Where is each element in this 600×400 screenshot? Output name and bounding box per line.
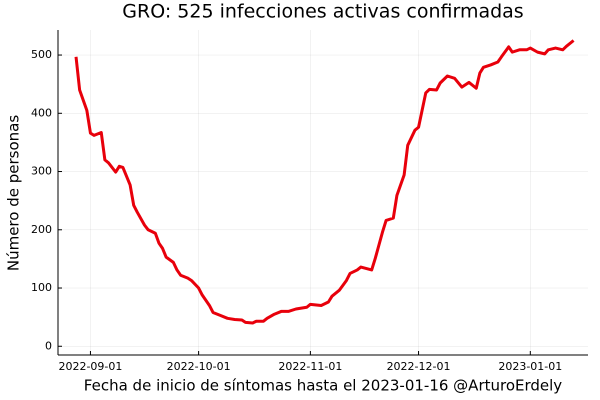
line bbox=[74, 39, 575, 325]
chart-title: GRO: 525 infecciones activas confirmadas bbox=[122, 1, 523, 23]
x-tick-label: 2023-01-01 bbox=[498, 360, 562, 373]
x-tick-label: 2022-11-01 bbox=[278, 360, 342, 373]
y-tick-label: 400 bbox=[31, 106, 52, 119]
x-tick-label: 2022-09-01 bbox=[58, 360, 122, 373]
y-tick-label: 300 bbox=[31, 165, 52, 178]
x-tick-label: 2022-12-01 bbox=[387, 360, 451, 373]
y-tick-label: 500 bbox=[31, 48, 52, 61]
y-tick-label: 0 bbox=[45, 339, 52, 352]
x-tick-label: 2022-10-01 bbox=[167, 360, 231, 373]
y-tick-label: 100 bbox=[31, 281, 52, 294]
y-axis-label: Número de personas bbox=[5, 115, 23, 271]
y-tick-label: 200 bbox=[31, 223, 52, 236]
x-axis-label: Fecha de inicio de síntomas hasta el 202… bbox=[84, 377, 563, 395]
